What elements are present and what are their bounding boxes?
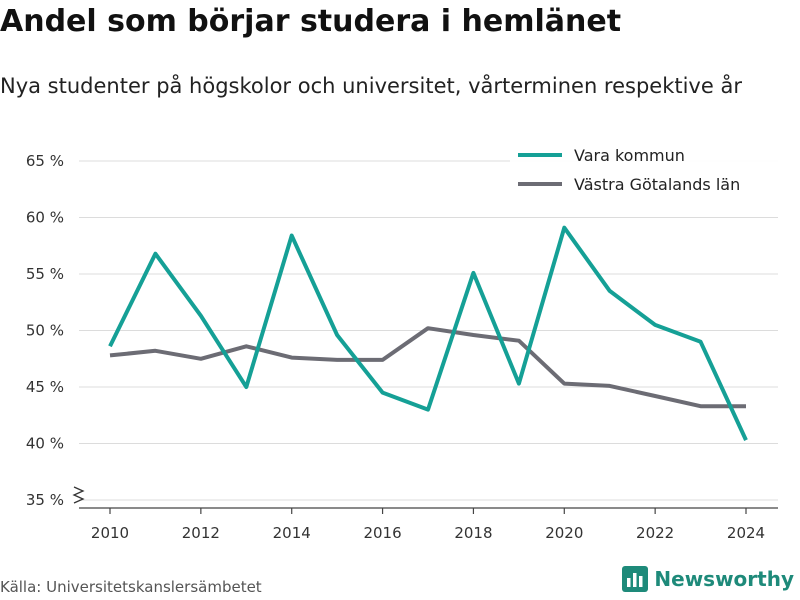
series-line-v-stra-g-talands-l-n: [109, 326, 746, 409]
y-tick-label: 60 %: [26, 209, 64, 227]
y-tick-label: 65 %: [26, 152, 64, 170]
bar-chart-logo-icon: [622, 566, 649, 592]
y-tick-label: 45 %: [26, 378, 64, 396]
x-tick-label: 2016: [363, 524, 401, 542]
chart-title: Andel som börjar studera i hemlänet: [0, 4, 622, 39]
brand-logo: Newsworthy: [622, 566, 794, 592]
x-tick-label: 2010: [91, 524, 129, 542]
legend-label: Västra Götalands län: [574, 175, 740, 194]
x-tick-label: 2012: [182, 524, 220, 542]
y-tick-label: 40 %: [26, 435, 64, 453]
x-tick-label: 2014: [273, 524, 311, 542]
chart-subtitle: Nya studenter på högskolor och universit…: [0, 74, 742, 98]
series-line-vara-kommun: [108, 225, 748, 441]
y-tick-label: 50 %: [26, 322, 64, 340]
x-tick-label: 2018: [454, 524, 492, 542]
axis-break-icon: [72, 486, 85, 504]
legend-label: Vara kommun: [574, 146, 685, 165]
y-tick-label: 55 %: [26, 265, 64, 283]
y-tick-label: 35 %: [26, 491, 64, 509]
source-note: Källa: Universitetskanslersämbetet: [0, 578, 262, 596]
x-tick-label: 2022: [636, 524, 674, 542]
brand-name: Newsworthy: [654, 567, 794, 591]
x-tick-label: 2024: [727, 524, 765, 542]
x-tick-label: 2020: [545, 524, 583, 542]
legend-box: [510, 142, 778, 202]
